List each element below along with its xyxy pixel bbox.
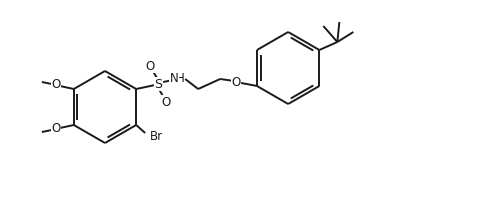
Text: O: O	[161, 95, 171, 109]
Text: N: N	[170, 71, 179, 85]
Text: O: O	[51, 78, 61, 92]
Text: O: O	[232, 77, 241, 89]
Text: Br: Br	[150, 131, 163, 144]
Text: H: H	[176, 73, 184, 85]
Text: O: O	[51, 123, 61, 135]
Text: O: O	[146, 60, 155, 73]
Text: S: S	[154, 78, 162, 91]
